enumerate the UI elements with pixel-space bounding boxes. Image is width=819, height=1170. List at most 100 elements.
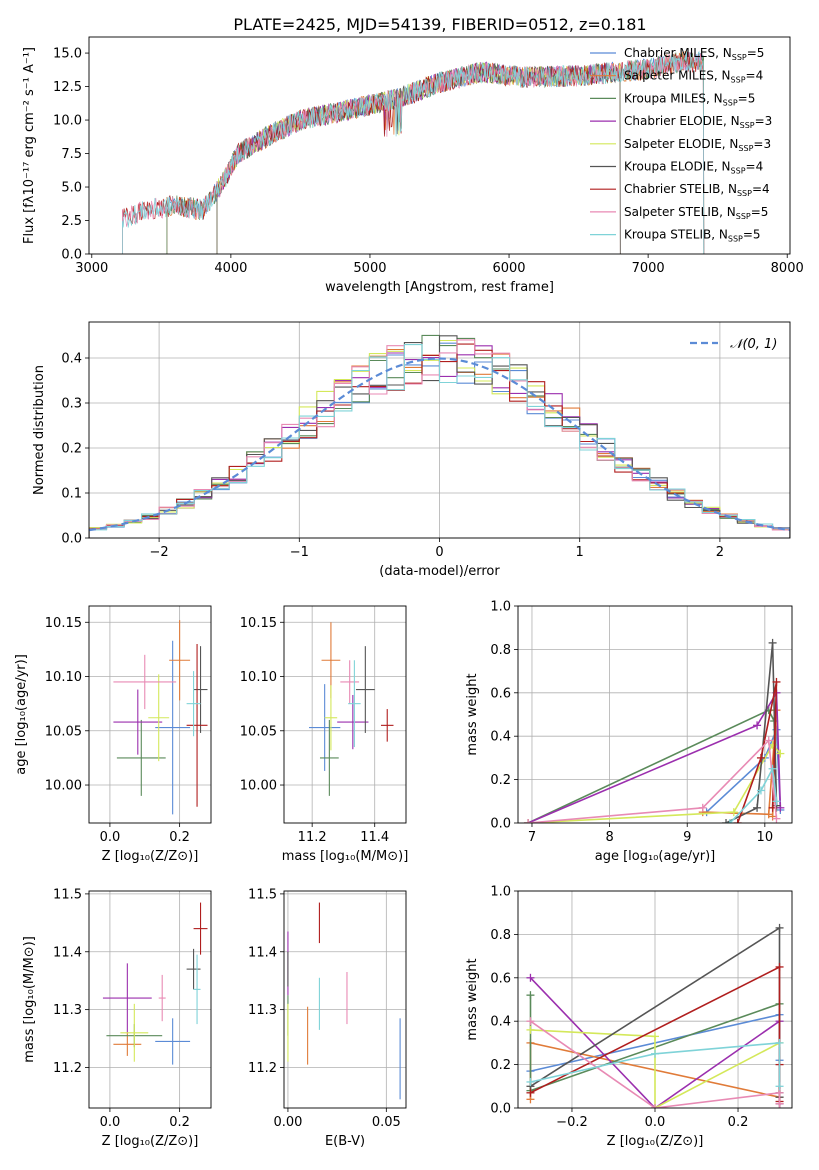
x-axis-label: Z [log₁₀(Z/Z⊙)]	[102, 1134, 199, 1149]
legend-name: Kroupa MILES, N	[624, 91, 723, 105]
axes-frame	[88, 321, 791, 539]
axes-frame	[88, 605, 212, 824]
y-axis-label: mass weight	[465, 958, 480, 1040]
x-tick-label: 7	[528, 830, 536, 845]
x-tick-label: 7000	[632, 261, 665, 276]
y-tick-label: 0.4	[490, 1015, 511, 1030]
y-tick-label: 11.2	[53, 1061, 82, 1076]
x-tick-label: 5000	[353, 261, 386, 276]
errorbar-point-7	[193, 902, 208, 955]
y-tick-label: 15.0	[53, 47, 82, 62]
y-tick-label: 5.0	[61, 181, 82, 196]
y-tick-label: 0.4	[490, 730, 511, 745]
legend-name: Salpeter MILES, N	[624, 69, 731, 83]
weight-vs-Z-chart: −0.2 0.0 0.2 0.0 0.2 0.4 0.6 0.8 1.0 Z [log₁₀(Z/Z…	[465, 885, 793, 1149]
y-tick-label: 10.10	[240, 670, 277, 685]
errorbar-point-3	[116, 719, 166, 796]
weight-marker	[651, 1032, 659, 1041]
legend-suffix: =3	[755, 114, 773, 128]
y-tick-label: 11.3	[248, 1003, 277, 1018]
spectrum-line-6	[216, 62, 621, 254]
errorbar-point-6	[193, 646, 208, 733]
weight-line-7	[736, 681, 778, 823]
weight-marker	[775, 1099, 784, 1108]
errorbar-point-8	[113, 654, 177, 710]
weight-vs-age-chart: 7 8 9 10 0.0 0.2 0.4 0.6 0.8 1.0 age [log₁₀(age/yr…	[465, 600, 793, 864]
x-tick-label: 8	[605, 830, 613, 845]
errorbar-point-7	[186, 643, 208, 807]
weight-marker	[775, 1082, 784, 1091]
legend-entry: Chabrier STELIB, NSSP=4	[624, 182, 770, 198]
x-tick-label: 0.0	[100, 830, 121, 845]
legend-entry: Salpeter STELIB, NSSP=5	[624, 205, 768, 221]
weight-marker	[526, 991, 535, 1000]
x-axis-label: (data-model)/error	[379, 564, 500, 579]
weight-marker	[722, 819, 731, 823]
weight-line-4	[527, 690, 782, 823]
legend-name: Kroupa STELIB, N	[624, 228, 728, 242]
x-tick-label: 0	[435, 545, 443, 560]
y-tick-label: 10.05	[240, 724, 277, 739]
y-tick-label: 10.15	[45, 616, 82, 631]
weight-marker	[651, 1049, 659, 1058]
weight-marker	[733, 819, 742, 823]
y-axis-label: age [log₁₀(age/yr)]	[14, 654, 29, 775]
y-tick-label: 11.4	[248, 945, 277, 960]
gaussian-curve	[89, 357, 790, 532]
errorbar-point-4	[102, 963, 152, 1033]
x-tick-label: 10	[757, 830, 774, 845]
weight-marker	[698, 803, 707, 812]
legend-name: Salpeter STELIB, N	[624, 205, 736, 219]
y-tick-label: 10.00	[240, 779, 277, 794]
y-tick-label: 10.15	[240, 616, 277, 631]
legend-entry: Kroupa ELODIE, NSSP=4	[624, 160, 763, 176]
errorbar-point-5	[148, 674, 170, 762]
legend-name: Chabrier STELIB, N	[624, 182, 737, 196]
x-tick-label: 0.00	[273, 1115, 302, 1130]
y-tick-label: 0.2	[490, 773, 511, 788]
legend-sub: SSP	[740, 121, 755, 130]
age-vs-mass-chart: 11.2 11.4 10.00 10.05 10.10 10.15 mass [log₁₀(…	[240, 605, 408, 864]
y-axis-label: mass weight	[465, 673, 480, 755]
errorbar-point-5	[324, 685, 338, 751]
x-tick-label: 0.2	[169, 830, 190, 845]
weight-marker	[772, 814, 781, 823]
weight-marker	[526, 1088, 535, 1097]
y-tick-label: 0.0	[61, 248, 82, 263]
y-tick-label: 0.6	[490, 971, 511, 986]
y-tick-label: 12.5	[53, 80, 82, 95]
errorbar-point-4	[113, 689, 163, 755]
errorbar-point-1	[155, 1018, 191, 1065]
weight-marker	[526, 1077, 535, 1086]
x-tick-label: 11.4	[360, 830, 389, 845]
weight-line-9	[729, 766, 778, 823]
y-tick-label: 11.3	[53, 1003, 82, 1018]
legend-entry: Salpeter MILES, NSSP=4	[624, 69, 763, 85]
weight-marker	[526, 1025, 535, 1034]
gaussian-legend-label: 𝒩(0, 1)	[730, 337, 777, 352]
legend-suffix: =4	[746, 69, 764, 83]
x-tick-label: 3000	[75, 261, 108, 276]
x-tick-label: 11.2	[298, 830, 327, 845]
y-tick-label: 0.0	[490, 817, 511, 832]
mass-vs-Z-chart: 0.0 0.2 11.2 11.3 11.4 11.5 Z [log₁₀(Z/Z⊙)] mas…	[22, 887, 212, 1149]
x-axis-label: E(B-V)	[325, 1134, 365, 1149]
residual-histogram-9	[89, 344, 790, 538]
errorbar-point-3	[319, 719, 339, 796]
x-tick-label: 6000	[492, 261, 525, 276]
weight-marker	[729, 808, 738, 817]
mass-vs-ebv-chart: 0.00 0.05 11.2 11.3 11.4 11.5 E(B-V)	[248, 887, 407, 1149]
legend-name: Chabrier MILES, N	[624, 46, 732, 60]
legend-suffix: =4	[752, 182, 770, 196]
legend-suffix: =5	[743, 228, 761, 242]
y-tick-label: 1.0	[490, 600, 511, 615]
y-tick-label: 0.8	[490, 643, 511, 658]
weight-marker	[775, 962, 784, 971]
legend-sub: SSP	[732, 53, 747, 62]
axes-frame	[88, 890, 212, 1109]
weight-line-9	[530, 1042, 781, 1087]
legend-entry: Salpeter ELODIE, NSSP=3	[624, 137, 771, 153]
y-tick-label: 0.0	[61, 532, 82, 547]
weight-line-3	[527, 709, 778, 823]
weight-marker	[526, 973, 535, 982]
